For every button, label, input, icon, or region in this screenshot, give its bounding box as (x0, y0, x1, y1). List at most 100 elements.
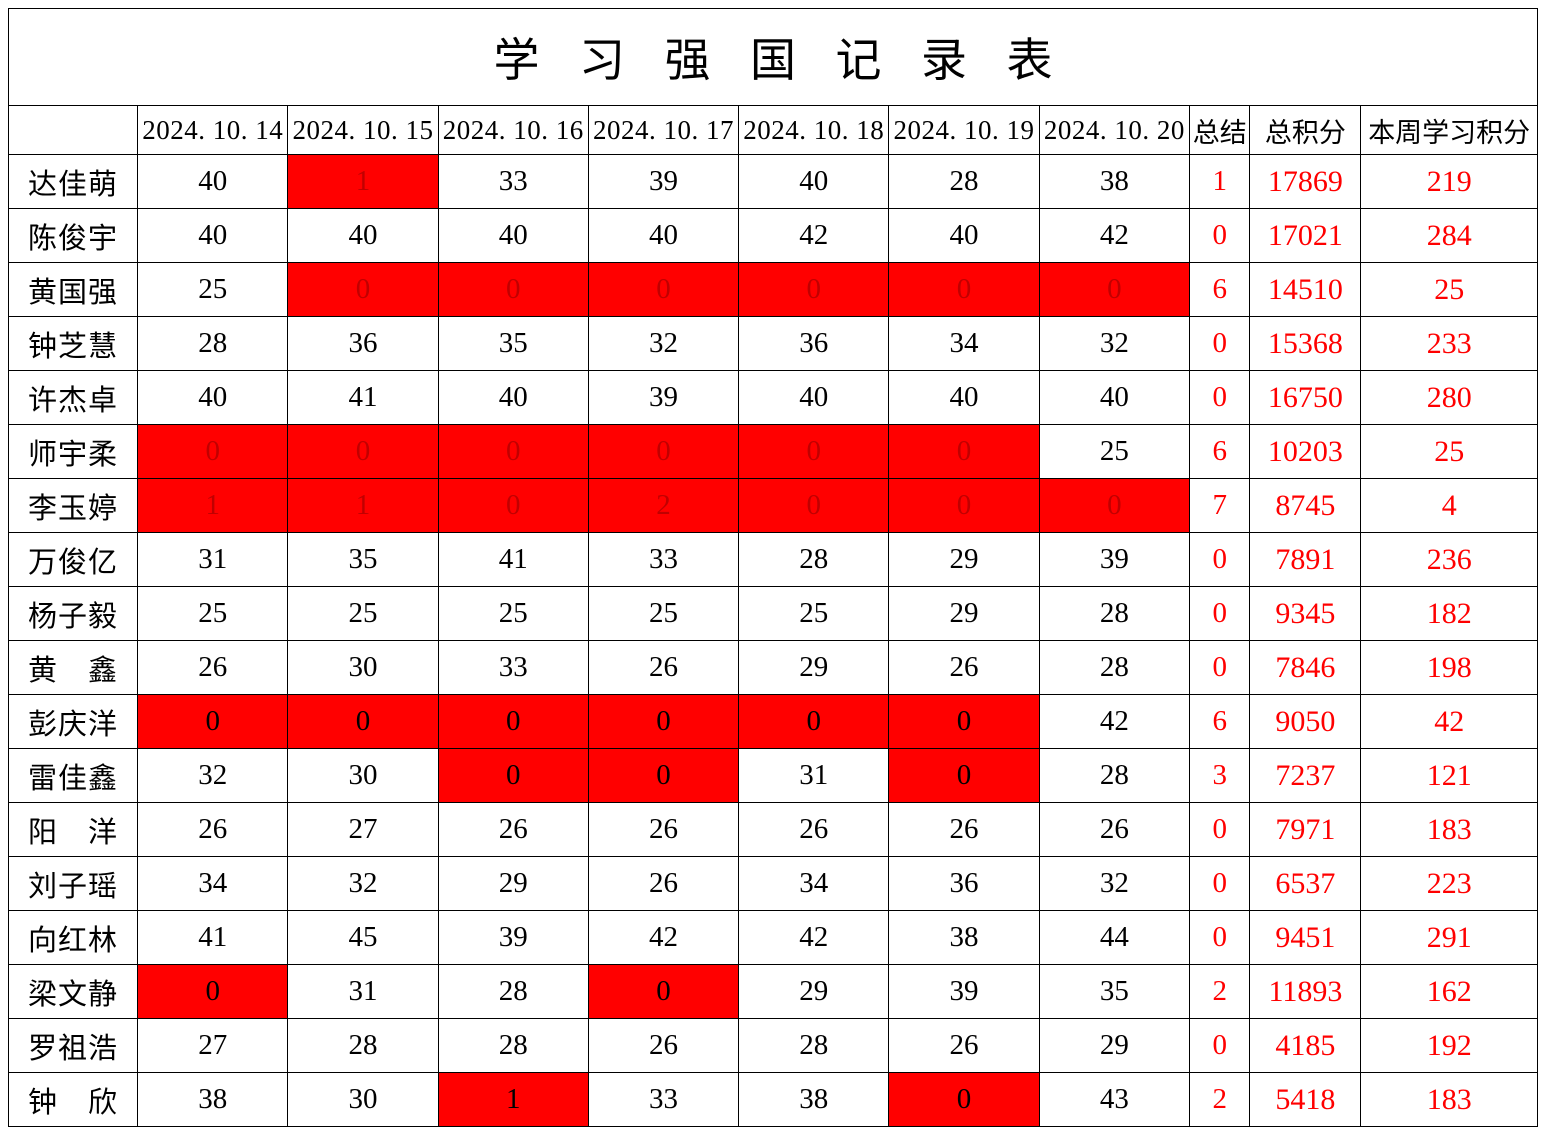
score-cell: 43 (1038, 1072, 1190, 1127)
score-cell: 34 (888, 316, 1040, 371)
score-cell: 0 (1038, 478, 1190, 533)
summary-cell: 0 (1188, 208, 1251, 263)
score-cell: 0 (587, 748, 740, 803)
student-name: 杨子毅 (7, 586, 139, 641)
score-cell: 34 (738, 856, 890, 911)
score-cell: 38 (888, 910, 1040, 965)
summary-cell: 6 (1188, 262, 1251, 317)
score-cell: 0 (888, 478, 1040, 533)
week-points-cell: 25 (1360, 424, 1538, 479)
score-cell: 35 (287, 532, 439, 587)
week-points-cell: 42 (1360, 694, 1538, 749)
score-cell: 0 (437, 478, 589, 533)
score-cell: 2 (587, 478, 740, 533)
score-cell: 28 (1038, 748, 1190, 803)
score-cell: 25 (587, 586, 740, 641)
summary-cell: 3 (1188, 748, 1251, 803)
total-points-cell: 9345 (1249, 586, 1362, 641)
week-points-cell: 236 (1360, 532, 1538, 587)
student-name: 李玉婷 (7, 478, 139, 533)
score-cell: 0 (738, 262, 890, 317)
summary-cell: 6 (1188, 424, 1251, 479)
score-cell: 40 (587, 208, 740, 263)
score-cell: 25 (738, 586, 890, 641)
score-cell: 38 (1038, 154, 1190, 209)
week-points-cell: 284 (1360, 208, 1538, 263)
table-row: 彭庆洋 0 0 0 0 0 0 42 6 9050 42 (7, 694, 1538, 749)
header-summary: 总结 (1188, 105, 1251, 155)
score-cell: 40 (437, 370, 589, 425)
score-cell: 39 (1038, 532, 1190, 587)
student-name: 许杰卓 (7, 370, 139, 425)
summary-cell: 2 (1188, 1072, 1251, 1127)
score-cell: 26 (738, 802, 890, 857)
week-points-cell: 192 (1360, 1018, 1538, 1073)
score-cell: 0 (587, 262, 740, 317)
score-cell: 31 (738, 748, 890, 803)
score-cell: 42 (738, 208, 890, 263)
summary-cell: 0 (1188, 1018, 1251, 1073)
score-cell: 0 (587, 424, 740, 479)
total-points-cell: 11893 (1249, 964, 1362, 1019)
score-cell: 0 (888, 748, 1040, 803)
score-cell: 39 (587, 370, 740, 425)
header-week-points: 本周学习积分 (1360, 105, 1538, 155)
total-points-cell: 7237 (1249, 748, 1362, 803)
score-cell: 42 (1038, 208, 1190, 263)
score-cell: 26 (137, 640, 289, 695)
score-cell: 36 (888, 856, 1040, 911)
student-name: 万俊亿 (7, 532, 139, 587)
spreadsheet-sheet: 学 习 强 国 记 录 表 2024. 10. 14 2024. 10. 15 20… (0, 8, 1544, 1128)
score-cell: 26 (137, 802, 289, 857)
score-cell: 28 (888, 154, 1040, 209)
header-date-2: 2024. 10. 15 (287, 105, 439, 155)
score-cell: 1 (287, 478, 439, 533)
total-points-cell: 14510 (1249, 262, 1362, 317)
student-name: 钟 欣 (7, 1072, 139, 1127)
week-points-cell: 223 (1360, 856, 1538, 911)
score-cell: 40 (738, 370, 890, 425)
score-cell: 31 (137, 532, 289, 587)
table-row: 达佳萌 40 1 33 39 40 28 38 1 17869 219 (7, 154, 1538, 209)
score-cell: 26 (1038, 802, 1190, 857)
score-cell: 40 (888, 208, 1040, 263)
summary-cell: 7 (1188, 478, 1251, 533)
table-row: 许杰卓 40 41 40 39 40 40 40 0 16750 280 (7, 370, 1538, 425)
week-points-cell: 121 (1360, 748, 1538, 803)
summary-cell: 0 (1188, 802, 1251, 857)
table-row: 刘子瑶 34 32 29 26 34 36 32 0 6537 223 (7, 856, 1538, 911)
table-row: 黄 鑫 26 30 33 26 29 26 28 0 7846 198 (7, 640, 1538, 695)
summary-cell: 6 (1188, 694, 1251, 749)
student-name: 钟芝慧 (7, 316, 139, 371)
header-total-points: 总积分 (1249, 105, 1362, 155)
score-cell: 39 (888, 964, 1040, 1019)
score-cell: 1 (437, 1072, 589, 1127)
score-cell: 1 (287, 154, 439, 209)
week-points-cell: 198 (1360, 640, 1538, 695)
score-cell: 26 (437, 802, 589, 857)
score-cell: 30 (287, 1072, 439, 1127)
score-cell: 29 (738, 964, 890, 1019)
student-name: 陈俊宇 (7, 208, 139, 263)
score-cell: 41 (437, 532, 589, 587)
score-cell: 32 (137, 748, 289, 803)
score-cell: 25 (137, 262, 289, 317)
score-cell: 33 (437, 640, 589, 695)
score-cell: 26 (587, 1018, 740, 1073)
score-cell: 35 (1038, 964, 1190, 1019)
title-row: 学 习 强 国 记 录 表 (8, 8, 1538, 106)
score-cell: 40 (137, 154, 289, 209)
score-cell: 0 (437, 424, 589, 479)
score-cell: 32 (287, 856, 439, 911)
total-points-cell: 9451 (1249, 910, 1362, 965)
table-row: 陈俊宇 40 40 40 40 42 40 42 0 17021 284 (7, 208, 1538, 263)
header-date-3: 2024. 10. 16 (437, 105, 589, 155)
score-cell: 28 (1038, 586, 1190, 641)
week-points-cell: 183 (1360, 1072, 1538, 1127)
score-cell: 44 (1038, 910, 1190, 965)
header-date-4: 2024. 10. 17 (587, 105, 740, 155)
table-row: 梁文静 0 31 28 0 29 39 35 2 11893 162 (7, 964, 1538, 1019)
score-cell: 25 (287, 586, 439, 641)
score-cell: 0 (888, 694, 1040, 749)
score-cell: 42 (587, 910, 740, 965)
